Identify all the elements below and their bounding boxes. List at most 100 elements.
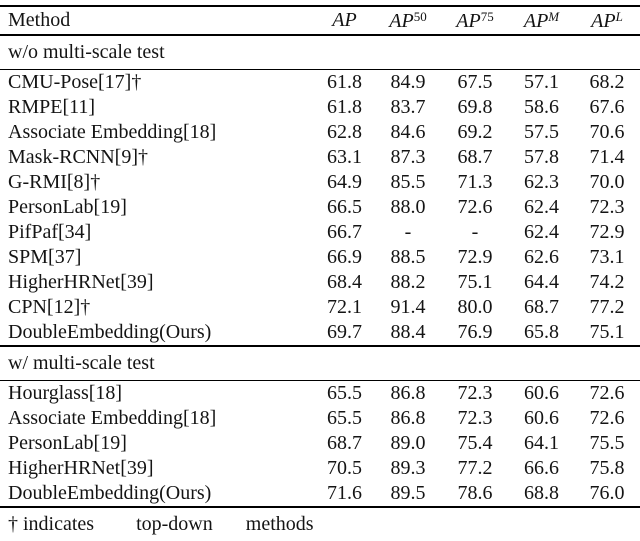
metric-base: AP xyxy=(389,9,414,32)
value-cell: 71.6 xyxy=(327,482,362,504)
value-cell: 57.5 xyxy=(524,121,559,143)
value-cell: 89.0 xyxy=(390,432,426,454)
value-cell: 74.2 xyxy=(589,271,625,293)
method-cell: HigherHRNet[39] xyxy=(8,271,154,293)
value-cell: 57.8 xyxy=(524,146,559,168)
value-cell: 88.4 xyxy=(390,321,426,343)
value-cell: 60.6 xyxy=(524,382,559,404)
value-cell: 67.5 xyxy=(457,71,493,93)
value-cell: 69.7 xyxy=(327,321,362,343)
value-cell: 57.1 xyxy=(524,71,559,93)
metric-base: AP xyxy=(332,9,357,31)
footnote-methods-text: methods xyxy=(245,512,314,535)
header-method: Method xyxy=(8,9,71,31)
method-cell: DoubleEmbedding(Ours) xyxy=(8,321,212,343)
table-row: DoubleEmbedding(Ours) 69.7 88.4 76.9 65.8 75.… xyxy=(0,320,640,345)
value-cell: 64.4 xyxy=(524,271,559,293)
value-cell: 72.6 xyxy=(457,196,493,218)
footnote-topdown-text: top-down xyxy=(136,512,213,535)
value-cell: 71.4 xyxy=(589,146,625,168)
value-cell: 68.7 xyxy=(524,296,559,318)
value-cell: 71.3 xyxy=(457,171,493,193)
value-cell: 61.8 xyxy=(327,71,362,93)
value-cell: 72.9 xyxy=(457,246,493,268)
metric-superscript: L xyxy=(615,8,623,24)
table-row: SPM[37] 66.9 88.5 72.9 62.6 73.1 xyxy=(0,245,640,270)
metric-superscript: 50 xyxy=(413,8,427,24)
header-metric-ap50: AP50 xyxy=(375,9,441,33)
value-cell: 68.8 xyxy=(524,482,559,504)
value-cell: 64.9 xyxy=(327,171,362,193)
table-row: G-RMI[8]† 64.9 85.5 71.3 62.3 70.0 xyxy=(0,170,640,195)
value-cell: 75.4 xyxy=(457,432,493,454)
section-title-row: w/ multi-scale test xyxy=(0,347,640,380)
metric-superscript: 75 xyxy=(480,8,494,24)
value-cell: 72.3 xyxy=(457,407,493,429)
method-cell: PersonLab[19] xyxy=(8,432,127,454)
table-footnote: † indicates top-down methods xyxy=(0,508,640,541)
value-cell: 70.6 xyxy=(589,121,625,143)
value-cell: 62.3 xyxy=(524,171,559,193)
method-cell: HigherHRNet[39] xyxy=(8,457,154,479)
table-bottom-rule xyxy=(0,506,640,508)
value-cell: 76.0 xyxy=(589,482,625,504)
header-metric-apm: APM xyxy=(509,9,574,33)
header-metric-ap: AP xyxy=(314,9,375,32)
method-cell: Associate Embedding[18] xyxy=(8,407,217,429)
value-cell: 70.0 xyxy=(589,171,625,193)
value-cell: 63.1 xyxy=(327,146,362,168)
method-cell: CMU-Pose[17]† xyxy=(8,71,142,93)
header-metric-ap75: AP75 xyxy=(441,9,509,33)
value-cell: 84.6 xyxy=(390,121,426,143)
value-cell: 80.0 xyxy=(457,296,493,318)
value-cell: 86.8 xyxy=(390,382,426,404)
value-cell: 75.1 xyxy=(457,271,493,293)
table-row: CPN[12]† 72.1 91.4 80.0 68.7 77.2 xyxy=(0,295,640,320)
value-cell: 75.8 xyxy=(589,457,625,479)
method-cell: SPM[37] xyxy=(8,246,82,268)
value-cell: 69.2 xyxy=(457,121,493,143)
value-cell: 72.1 xyxy=(327,296,362,318)
header-bottom-rule xyxy=(0,34,640,36)
value-cell: 85.5 xyxy=(390,171,426,193)
section-end-rule xyxy=(0,345,640,347)
value-cell: 89.5 xyxy=(390,482,426,504)
value-cell: 84.9 xyxy=(390,71,426,93)
value-cell: 83.7 xyxy=(390,96,426,118)
value-cell: 91.4 xyxy=(390,296,426,318)
value-cell: 76.9 xyxy=(457,321,493,343)
table-row: Associate Embedding[18] 62.8 84.6 69.2 57.5 7… xyxy=(0,120,640,145)
header-metric-apl: APL xyxy=(574,9,640,33)
value-cell: 68.7 xyxy=(457,146,493,168)
value-cell: 72.3 xyxy=(589,196,625,218)
value-cell: 66.7 xyxy=(327,221,362,243)
value-cell: 62.6 xyxy=(524,246,559,268)
value-cell: 73.1 xyxy=(589,246,625,268)
method-cell: RMPE[11] xyxy=(8,96,96,118)
metric-base: AP xyxy=(456,9,481,32)
table-body: w/o multi-scale test CMU-Pose[17]† 61.8 84.… xyxy=(0,36,640,508)
value-cell: 65.8 xyxy=(524,321,559,343)
value-cell: 69.8 xyxy=(457,96,493,118)
value-cell: 72.9 xyxy=(589,221,625,243)
value-cell: 58.6 xyxy=(524,96,559,118)
table-row: DoubleEmbedding(Ours) 71.6 89.5 78.6 68.8 76.… xyxy=(0,481,640,506)
value-cell: 75.5 xyxy=(589,432,625,454)
table-row: Mask-RCNN[9]† 63.1 87.3 68.7 57.8 71.4 xyxy=(0,145,640,170)
metric-base: AP xyxy=(523,9,549,32)
value-cell: - xyxy=(471,221,479,243)
metric-superscript: M xyxy=(548,8,560,24)
value-cell: 62.4 xyxy=(524,196,559,218)
section-title: w/o multi-scale test xyxy=(8,40,165,63)
value-cell: 66.6 xyxy=(524,457,559,479)
table-row: HigherHRNet[39] 68.4 88.2 75.1 64.4 74.2 xyxy=(0,270,640,295)
section-title: w/ multi-scale test xyxy=(8,351,155,374)
value-cell: 78.6 xyxy=(457,482,493,504)
value-cell: - xyxy=(404,221,412,243)
value-cell: 89.3 xyxy=(390,457,426,479)
value-cell: 75.1 xyxy=(589,321,625,343)
section-title-rule xyxy=(0,379,640,381)
value-cell: 77.2 xyxy=(589,296,625,318)
value-cell: 88.2 xyxy=(390,271,426,293)
